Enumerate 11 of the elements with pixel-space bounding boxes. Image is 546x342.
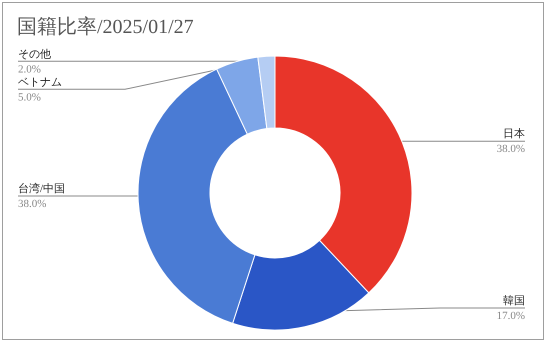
slice-label: 日本 [503,127,525,140]
data-label: 17.0% [496,310,525,322]
chart-title: 国籍比率/2025/01/27 [17,15,194,40]
data-label: 2.0% [18,63,41,76]
data-label: 38.0% [496,143,525,156]
slice-label: 台湾/中国 [18,182,66,195]
slice-label: その他 [18,48,51,60]
data-label: 5.0% [18,91,41,104]
data-label: 38.0% [18,198,46,210]
slice-label: ベトナム [18,76,62,88]
slice-label: 韓国 [503,294,525,307]
